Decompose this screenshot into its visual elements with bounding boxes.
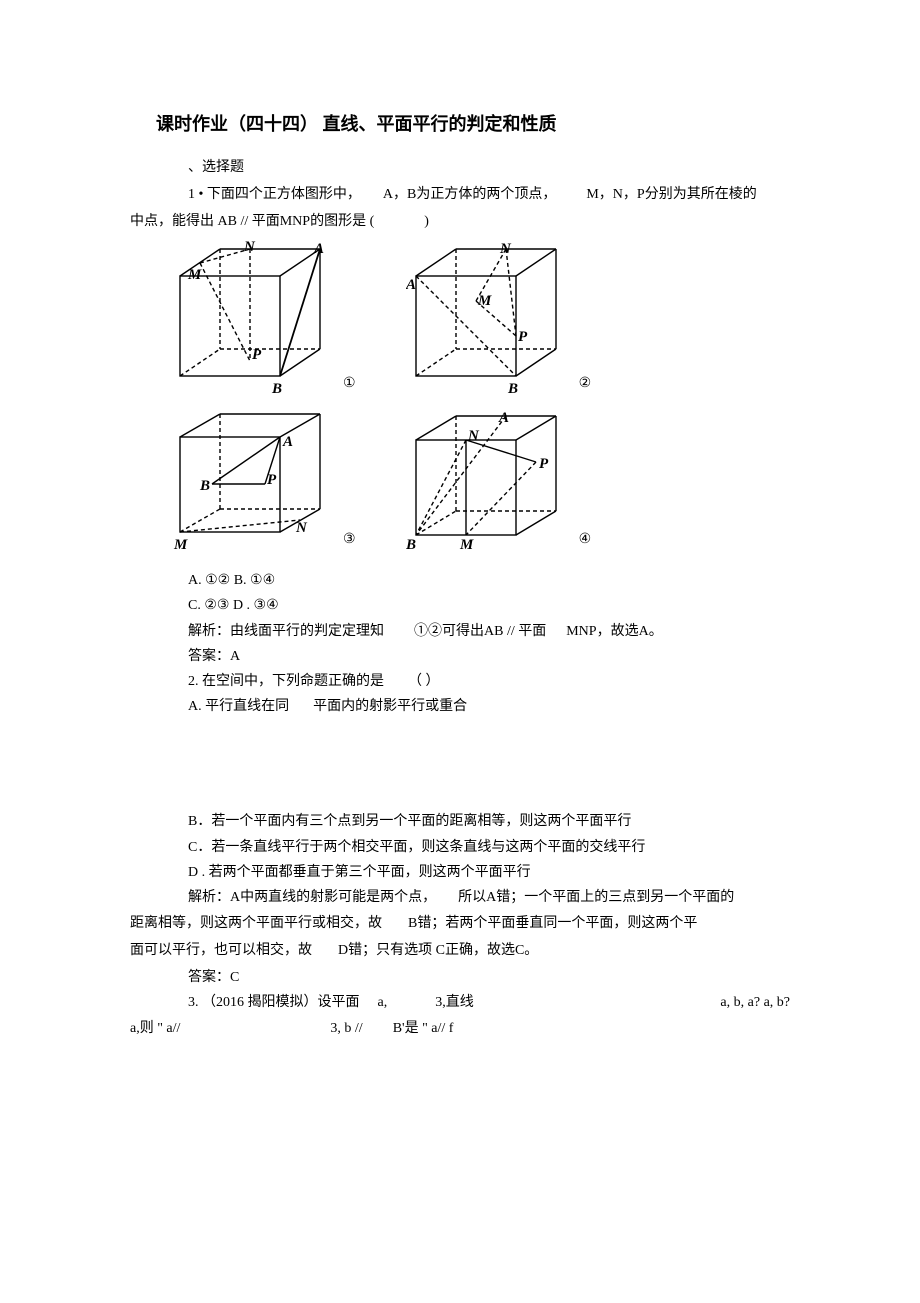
q2-ana2b: B错；若两个平面垂直同一个平面，则这两个平 — [408, 911, 697, 938]
q3-l2b: 3, b // — [330, 1016, 362, 1043]
q1-stem-line2: 中点，能得出 AB // 平面MNP的图形是 ( — [130, 209, 374, 236]
q2-paren: （ ） — [408, 669, 440, 694]
q3-l2a: a,则 " a// — [130, 1016, 180, 1043]
q2-ana3b: D错；只有选项 C正确，故选C。 — [338, 938, 538, 965]
section-heading: 、选择题 — [130, 156, 790, 176]
q1-analysis-label: 解析：由线面平行的判定定理知 — [188, 619, 384, 644]
fig-label-4: ④ — [579, 531, 592, 552]
label-B: B — [199, 478, 210, 494]
q2-ana2a: 距离相等，则这两个平面平行或相交，故 — [130, 911, 382, 938]
label-M: M — [459, 537, 474, 552]
fig-label-3: ③ — [343, 531, 356, 552]
label-N: N — [499, 241, 512, 257]
q1-stem-b: A，B为正方体的两个顶点， — [383, 182, 556, 209]
q1-answer: 答案：A — [130, 644, 790, 669]
label-M: M — [187, 267, 202, 283]
label-A: A — [406, 277, 416, 293]
label-P: P — [252, 347, 262, 363]
q1-analysis-tail: ①②可得出AB // 平面 — [414, 619, 546, 644]
q2-optB: B．若一个平面内有三个点到另一个平面的距离相等，则这两个平面平行 — [130, 809, 790, 834]
q3-l1b: a, — [378, 990, 388, 1017]
q3-line2: a,则 " a// 3, b // B'是 " a// f — [130, 1016, 790, 1043]
figure-1: A B N M P ① — [170, 241, 356, 396]
label-N: N — [467, 428, 480, 444]
q2-optC: C．若一条直线平行于两个相交平面，则这条直线与这两个平面的交线平行 — [130, 835, 790, 860]
q1-option-ab: A. ①② B. ①④ — [130, 568, 790, 593]
q2-stem-text: 2. 在空间中，下列命题正确的是 — [188, 669, 384, 694]
q3-l1d: a, b, a? a, b? — [720, 990, 790, 1017]
q2-optA-b: 平面内的射影平行或重合 — [313, 694, 467, 719]
q1-paren: ) — [424, 209, 429, 236]
label-N: N — [295, 520, 308, 536]
figure-row-1: A B N M P ① — [170, 241, 790, 396]
q2-answer: 答案：C — [130, 965, 790, 990]
label-M: M — [477, 293, 492, 309]
q3-line1: 3. （2016 揭阳模拟）设平面 a, 3,直线 a, b, a? a, b? — [130, 990, 790, 1017]
label-P: P — [267, 472, 277, 488]
q2-analysis-3: 面可以平行，也可以相交，故 D错；只有选项 C正确，故选C。 — [130, 938, 790, 965]
fig-label-1: ① — [343, 375, 356, 396]
label-M: M — [173, 537, 188, 552]
label-N: N — [243, 241, 256, 255]
q2-stem: 2. 在空间中，下列命题正确的是 （ ） — [130, 669, 790, 694]
q2-optA-a: A. 平行直线在同 — [188, 694, 289, 719]
figure-4: A N P B M ④ — [406, 412, 592, 552]
label-P: P — [539, 456, 549, 472]
page-title: 课时作业（四十四） 直线、平面平行的判定和性质 — [130, 110, 790, 136]
q1-stem-c: M，N，P分别为其所在棱的 — [586, 182, 756, 209]
q2-ana3a: 面可以平行，也可以相交，故 — [130, 938, 312, 965]
q2-optA: A. 平行直线在同 平面内的射影平行或重合 — [130, 694, 790, 719]
q2-analysis-1: 解析：A中两直线的射影可能是两个点， 所以A错；一个平面上的三点到另一个平面的 — [130, 885, 790, 912]
q3-l2c: B'是 " a// f — [393, 1016, 454, 1043]
figure-3: A B P M N ③ — [170, 412, 356, 552]
q2-ana1b: 所以A错；一个平面上的三点到另一个平面的 — [458, 885, 734, 912]
q1-option-cd: C. ②③ D . ③④ — [130, 593, 790, 618]
label-P: P — [518, 329, 528, 345]
label-A: A — [313, 241, 324, 257]
question-1: 1 • 下面四个正方体图形中， A，B为正方体的两个顶点， M，N，P分别为其所… — [130, 182, 790, 235]
label-B: B — [507, 381, 518, 396]
figure-row-2: A B P M N ③ — [170, 412, 790, 552]
q1-stem-a: 1 • 下面四个正方体图形中， — [188, 182, 361, 209]
q1-analysis-end: MNP，故选A。 — [566, 619, 662, 644]
q3-l1a: 3. （2016 揭阳模拟）设平面 — [188, 990, 360, 1017]
label-A: A — [282, 434, 293, 450]
q2-analysis-2: 距离相等，则这两个平面平行或相交，故 B错；若两个平面垂直同一个平面，则这两个平 — [130, 911, 790, 938]
label-B: B — [406, 537, 416, 552]
q1-analysis: 解析：由线面平行的判定定理知 ①②可得出AB // 平面 MNP，故选A。 — [130, 619, 790, 644]
label-B: B — [271, 381, 282, 396]
q2-ana1a: 解析：A中两直线的射影可能是两个点， — [188, 885, 436, 912]
figure-2: N A B M P ② — [406, 241, 592, 396]
fig-label-2: ② — [579, 375, 592, 396]
q3-l1c: 3,直线 — [435, 990, 474, 1017]
q2-optD: D . 若两个平面都垂直于第三个平面，则这两个平面平行 — [130, 860, 790, 885]
label-A: A — [498, 412, 509, 426]
